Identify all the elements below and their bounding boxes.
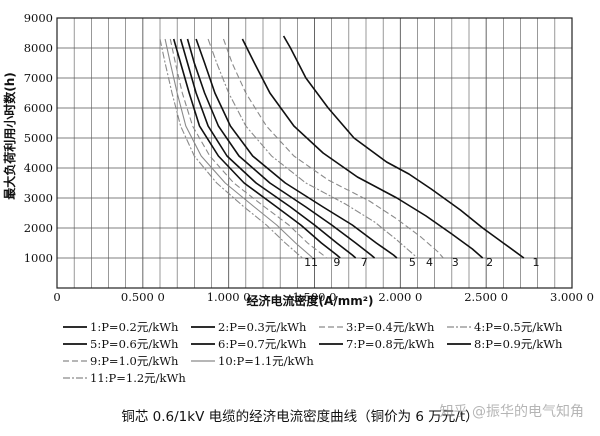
y-tick-label: 2000: [24, 221, 53, 235]
x-tick-label: 2.000 0: [378, 290, 422, 304]
y-tick-label: 7000: [24, 71, 53, 85]
curve-label: 3: [452, 256, 459, 269]
figure-caption: 铜芯 0.6/1kV 电缆的经济电流密度曲线（铜价为 6 万元/t）: [121, 409, 479, 425]
series-line-9: [169, 38, 327, 259]
curve-label: 1: [532, 256, 539, 269]
legend-row: 11:P=1.2元/kWh: [62, 369, 582, 386]
legend-row: 5:P=0.6元/kWh 6:P=0.7元/kWh 7:P=0.8元/kWh 8:P=…: [62, 335, 582, 352]
y-tick-label: 6000: [24, 101, 53, 115]
series-line-8: [172, 38, 341, 259]
y-tick-label: 4000: [24, 161, 53, 175]
chart: 1000 2000 3000 4000 5000 6000 7000 8000 9000 0 0.…: [2, 11, 594, 308]
series-line-4: [207, 38, 418, 259]
legend-row: 1:P=0.2元/kWh 2:P=0.3元/kWh 3:P=0.4元/kWh 4:P=…: [62, 318, 582, 335]
legend-label: 6:P=0.7元/kWh: [218, 336, 307, 351]
x-tick-label: 2.500 0: [464, 290, 508, 304]
series-line-11: [159, 38, 303, 259]
y-tick-labels: 1000 2000 3000 4000 5000 6000 7000 8000 9000: [24, 11, 53, 265]
series-line-7: [179, 38, 357, 259]
legend-label: 1:P=0.2元/kWh: [90, 319, 179, 334]
legend-label: 4:P=0.5元/kWh: [474, 319, 563, 334]
legend-item: 8:P=0.9元/kWh: [446, 336, 574, 352]
legend-item: 6:P=0.7元/kWh: [190, 336, 318, 352]
legend-item: 10:P=1.1元/kWh: [190, 353, 318, 369]
x-tick-labels: 0 0.500 0 1.000 0 1.500 0 2.000 0 2.500 0 3.00…: [53, 290, 594, 304]
legend-label: 7:P=0.8元/kWh: [346, 336, 435, 351]
y-axis-label: 最大负荷利用小时数(h): [2, 72, 17, 200]
legend-label: 5:P=0.6元/kWh: [90, 336, 179, 351]
legend-label: 2:P=0.3元/kWh: [218, 319, 307, 334]
series-line-1: [282, 35, 525, 259]
x-tick-label: 0: [53, 290, 60, 304]
legend-item: 1:P=0.2元/kWh: [62, 319, 190, 335]
y-tick-label: 3000: [24, 191, 53, 205]
legend-row: 9:P=1.0元/kWh 10:P=1.1元/kWh: [62, 352, 582, 369]
y-tick-label: 5000: [24, 131, 53, 145]
legend-item: 11:P=1.2元/kWh: [62, 370, 190, 386]
series-line-2: [241, 38, 484, 259]
y-tick-label: 1000: [24, 251, 53, 265]
legend-item: 4:P=0.5元/kWh: [446, 319, 574, 335]
x-tick-label: 3.000 0: [550, 290, 594, 304]
legend-label: 10:P=1.1元/kWh: [218, 353, 314, 368]
x-tick-label: 0.500 0: [121, 290, 165, 304]
legend-item: 3:P=0.4元/kWh: [318, 319, 446, 335]
legend-label: 9:P=1.0元/kWh: [90, 353, 179, 368]
plot-frame: [56, 17, 573, 289]
curve-label: 7: [361, 256, 368, 269]
x-tick-label: 1.500 0: [293, 290, 337, 304]
curve-label: 11: [304, 256, 318, 269]
curve-label: 4: [426, 256, 433, 269]
grid-lines: [56, 17, 573, 289]
y-tick-label: 8000: [24, 41, 53, 55]
legend-label: 11:P=1.2元/kWh: [90, 370, 186, 385]
curve-label: 2: [486, 256, 493, 269]
x-tick-label: 1.000 0: [207, 290, 251, 304]
series-lines: [159, 35, 525, 259]
curve-label: 5: [409, 256, 416, 269]
legend-item: 9:P=1.0元/kWh: [62, 353, 190, 369]
curve-end-labels: 1 2 3 45 7 9 11: [304, 256, 539, 269]
series-line-10: [164, 38, 314, 259]
legend-item: 5:P=0.6元/kWh: [62, 336, 190, 352]
legend-item: 2:P=0.3元/kWh: [190, 319, 318, 335]
legend: 1:P=0.2元/kWh 2:P=0.3元/kWh 3:P=0.4元/kWh 4:P=…: [62, 318, 582, 386]
series-line-5: [195, 38, 398, 259]
legend-item: 7:P=0.8元/kWh: [318, 336, 446, 352]
x-axis-label: 经济电流密度(A/mm²): [247, 293, 374, 308]
series-line-6: [186, 38, 376, 259]
curve-label: 9: [333, 256, 340, 269]
y-tick-label: 9000: [24, 11, 53, 25]
series-line-3: [222, 38, 444, 259]
legend-label: 3:P=0.4元/kWh: [346, 319, 435, 334]
legend-label: 8:P=0.9元/kWh: [474, 336, 563, 351]
watermark: 知乎 @振华的电气知角: [439, 404, 584, 420]
